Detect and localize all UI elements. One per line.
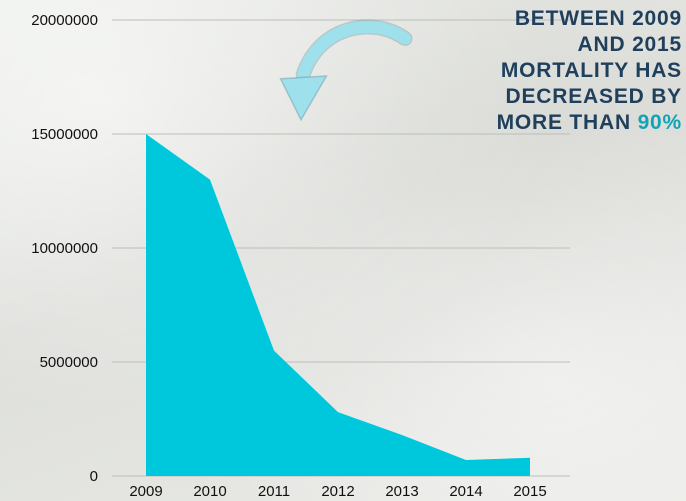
y-tick-label: 0 bbox=[90, 468, 98, 485]
x-tick-label: 2009 bbox=[129, 483, 162, 500]
y-tick-label: 5000000 bbox=[40, 354, 98, 371]
x-tick-label: 2013 bbox=[385, 483, 418, 500]
callout-line-1: BETWEEN 2009 bbox=[514, 7, 682, 30]
y-tick-label: 20000000 bbox=[31, 12, 98, 29]
callout-line-3: MORTALITY HAS bbox=[500, 59, 682, 82]
y-tick-label: 15000000 bbox=[31, 126, 98, 143]
x-tick-label: 2011 bbox=[258, 483, 290, 500]
x-tick-label: 2010 bbox=[193, 483, 226, 500]
callout-prefix: MORE THAN bbox=[496, 111, 638, 134]
curved-arrow-icon bbox=[279, 19, 413, 122]
callout-line-5: MORE THAN 90% bbox=[422, 110, 682, 136]
callout-text: BETWEEN 2009 AND 2015 MORTALITY HAS DECR… bbox=[422, 6, 682, 136]
area-series bbox=[146, 134, 530, 476]
callout-line-4: DECREASED BY bbox=[505, 85, 682, 108]
y-axis-ticks: 0 5000000 10000000 15000000 20000000 bbox=[31, 12, 98, 485]
x-tick-label: 2012 bbox=[321, 483, 354, 500]
y-tick-label: 10000000 bbox=[31, 240, 98, 257]
x-axis-ticks: 2009 2010 2011 2012 2013 2014 2015 bbox=[129, 483, 546, 500]
x-tick-label: 2015 bbox=[513, 483, 546, 500]
callout-highlight: 90% bbox=[637, 111, 682, 134]
x-tick-label: 2014 bbox=[449, 483, 482, 500]
callout-line-2: AND 2015 bbox=[577, 33, 682, 56]
